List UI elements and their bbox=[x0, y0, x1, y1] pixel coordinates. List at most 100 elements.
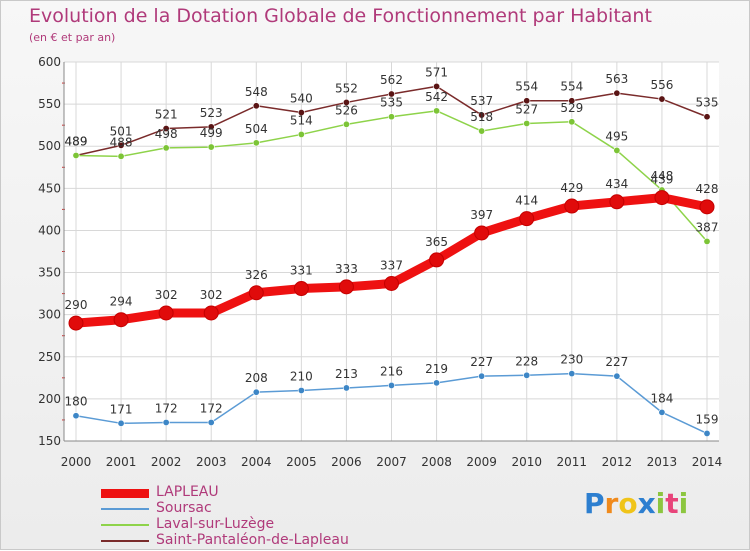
data-label-laval-sur-luz-ge: 504 bbox=[245, 122, 268, 136]
y-tick-label: 600 bbox=[38, 55, 61, 69]
data-label-saint-pantal-on-de-lapleau: 554 bbox=[515, 80, 538, 94]
x-tick-label: 2008 bbox=[421, 455, 452, 469]
x-tick-label: 2010 bbox=[511, 455, 542, 469]
data-label-soursac: 180 bbox=[65, 395, 88, 409]
data-label-soursac: 219 bbox=[425, 362, 448, 376]
y-tick-label: 400 bbox=[38, 223, 61, 237]
data-point-saint-pantal-on-de-lapleau bbox=[703, 113, 711, 121]
data-label-lapleau: 397 bbox=[470, 208, 493, 222]
data-point-soursac bbox=[207, 418, 215, 426]
data-point-soursac bbox=[703, 429, 711, 437]
data-label-saint-pantal-on-de-lapleau: 571 bbox=[425, 65, 448, 79]
data-point-soursac bbox=[478, 372, 486, 380]
data-label-laval-sur-luz-ge: 387 bbox=[696, 220, 719, 234]
logo-letter: o bbox=[618, 487, 638, 520]
proxiti-logo: Proxiti bbox=[584, 487, 688, 520]
data-label-lapleau: 428 bbox=[696, 182, 719, 196]
data-point-soursac bbox=[297, 386, 305, 394]
data-point-saint-pantal-on-de-lapleau bbox=[387, 90, 395, 98]
x-tick-label: 2013 bbox=[647, 455, 678, 469]
data-point-laval-sur-luz-ge bbox=[342, 120, 350, 128]
data-point-lapleau bbox=[699, 199, 715, 215]
data-point-saint-pantal-on-de-lapleau bbox=[568, 97, 576, 105]
data-point-laval-sur-luz-ge bbox=[72, 151, 80, 159]
y-tick-label: 200 bbox=[38, 392, 61, 406]
data-point-lapleau bbox=[564, 198, 580, 214]
data-label-lapleau: 294 bbox=[110, 295, 133, 309]
data-label-soursac: 172 bbox=[155, 401, 178, 415]
logo-letter: t bbox=[665, 487, 679, 520]
data-label-soursac: 208 bbox=[245, 371, 268, 385]
series-layer bbox=[68, 82, 715, 437]
data-label-laval-sur-luz-ge: 518 bbox=[470, 110, 493, 124]
data-label-saint-pantal-on-de-lapleau: 556 bbox=[650, 78, 673, 92]
data-label-saint-pantal-on-de-lapleau: 562 bbox=[380, 73, 403, 87]
data-label-lapleau: 326 bbox=[245, 268, 268, 282]
chart-title: Evolution de la Dotation Globale de Fonc… bbox=[29, 5, 652, 27]
data-label-laval-sur-luz-ge: 499 bbox=[200, 126, 223, 140]
x-tick-label: 2001 bbox=[106, 455, 137, 469]
data-point-lapleau bbox=[384, 276, 399, 292]
x-tick-label: 2014 bbox=[692, 455, 723, 469]
logo-letter: i bbox=[655, 487, 666, 520]
data-point-lapleau bbox=[248, 285, 264, 301]
data-point-soursac bbox=[342, 384, 350, 392]
legend-item-laval: Laval-sur-Luzège bbox=[101, 516, 401, 533]
data-point-lapleau bbox=[609, 194, 625, 210]
data-label-soursac: 210 bbox=[290, 369, 313, 383]
y-tick-label: 350 bbox=[38, 266, 61, 280]
data-point-saint-pantal-on-de-lapleau bbox=[478, 111, 486, 119]
data-label-saint-pantal-on-de-lapleau: 537 bbox=[470, 94, 493, 108]
data-point-laval-sur-luz-ge bbox=[252, 139, 260, 147]
data-point-soursac bbox=[117, 419, 125, 427]
data-label-lapleau: 333 bbox=[335, 262, 358, 276]
data-label-saint-pantal-on-de-lapleau: 563 bbox=[605, 72, 628, 86]
data-label-soursac: 228 bbox=[515, 354, 538, 368]
data-point-saint-pantal-on-de-lapleau bbox=[613, 89, 621, 97]
data-point-lapleau bbox=[113, 312, 129, 328]
data-point-soursac bbox=[568, 370, 576, 378]
y-tick-label: 300 bbox=[38, 308, 61, 322]
data-point-lapleau bbox=[203, 305, 219, 321]
data-label-soursac: 184 bbox=[650, 391, 673, 405]
data-label-soursac: 216 bbox=[380, 364, 403, 378]
data-point-lapleau bbox=[68, 315, 84, 331]
legend-label-saint-pantaleon: Saint-Pantaléon-de-Lapleau bbox=[156, 532, 349, 548]
data-point-soursac bbox=[252, 388, 260, 396]
logo-letter: r bbox=[604, 487, 619, 520]
chart-subtitle: (en € et par an) bbox=[29, 31, 116, 44]
x-tick-label: 2002 bbox=[151, 455, 182, 469]
y-tick-label: 550 bbox=[38, 97, 61, 111]
data-label-lapleau: 429 bbox=[560, 181, 583, 195]
data-label-saint-pantal-on-de-lapleau: 540 bbox=[290, 92, 313, 106]
x-tick-label: 2009 bbox=[466, 455, 497, 469]
legend-label-soursac: Soursac bbox=[156, 500, 212, 516]
data-label-soursac: 171 bbox=[110, 402, 133, 416]
data-point-saint-pantal-on-de-lapleau bbox=[658, 95, 666, 103]
data-label-saint-pantal-on-de-lapleau: 489 bbox=[65, 134, 88, 148]
data-point-saint-pantal-on-de-lapleau bbox=[433, 82, 441, 90]
x-tick-label: 2000 bbox=[61, 455, 92, 469]
logo-letter: P bbox=[584, 487, 605, 520]
data-label-lapleau: 302 bbox=[155, 288, 178, 302]
data-point-soursac bbox=[613, 372, 621, 380]
x-tick-label: 2004 bbox=[241, 455, 272, 469]
data-point-soursac bbox=[658, 408, 666, 416]
legend-item-saint-pantaleon: Saint-Pantaléon-de-Lapleau bbox=[101, 532, 401, 549]
y-tick-label: 250 bbox=[38, 350, 61, 364]
data-point-soursac bbox=[387, 381, 395, 389]
legend-label-lapleau: LAPLEAU bbox=[156, 484, 219, 500]
data-label-lapleau: 290 bbox=[65, 298, 88, 312]
x-tick-label: 2005 bbox=[286, 455, 317, 469]
data-label-saint-pantal-on-de-lapleau: 554 bbox=[560, 80, 583, 94]
data-point-lapleau bbox=[293, 281, 309, 297]
x-tick-label: 2003 bbox=[196, 455, 227, 469]
data-label-laval-sur-luz-ge: 498 bbox=[155, 127, 178, 141]
data-point-lapleau bbox=[158, 305, 174, 321]
data-label-lapleau: 302 bbox=[200, 288, 223, 302]
x-tick-label: 2011 bbox=[557, 455, 588, 469]
axis-layer: 150 200 250 300 350 400 450 500 550 600 2000 2001 20… bbox=[38, 55, 722, 469]
legend-swatch-lapleau bbox=[101, 489, 149, 498]
data-label-laval-sur-luz-ge: 488 bbox=[110, 135, 133, 149]
